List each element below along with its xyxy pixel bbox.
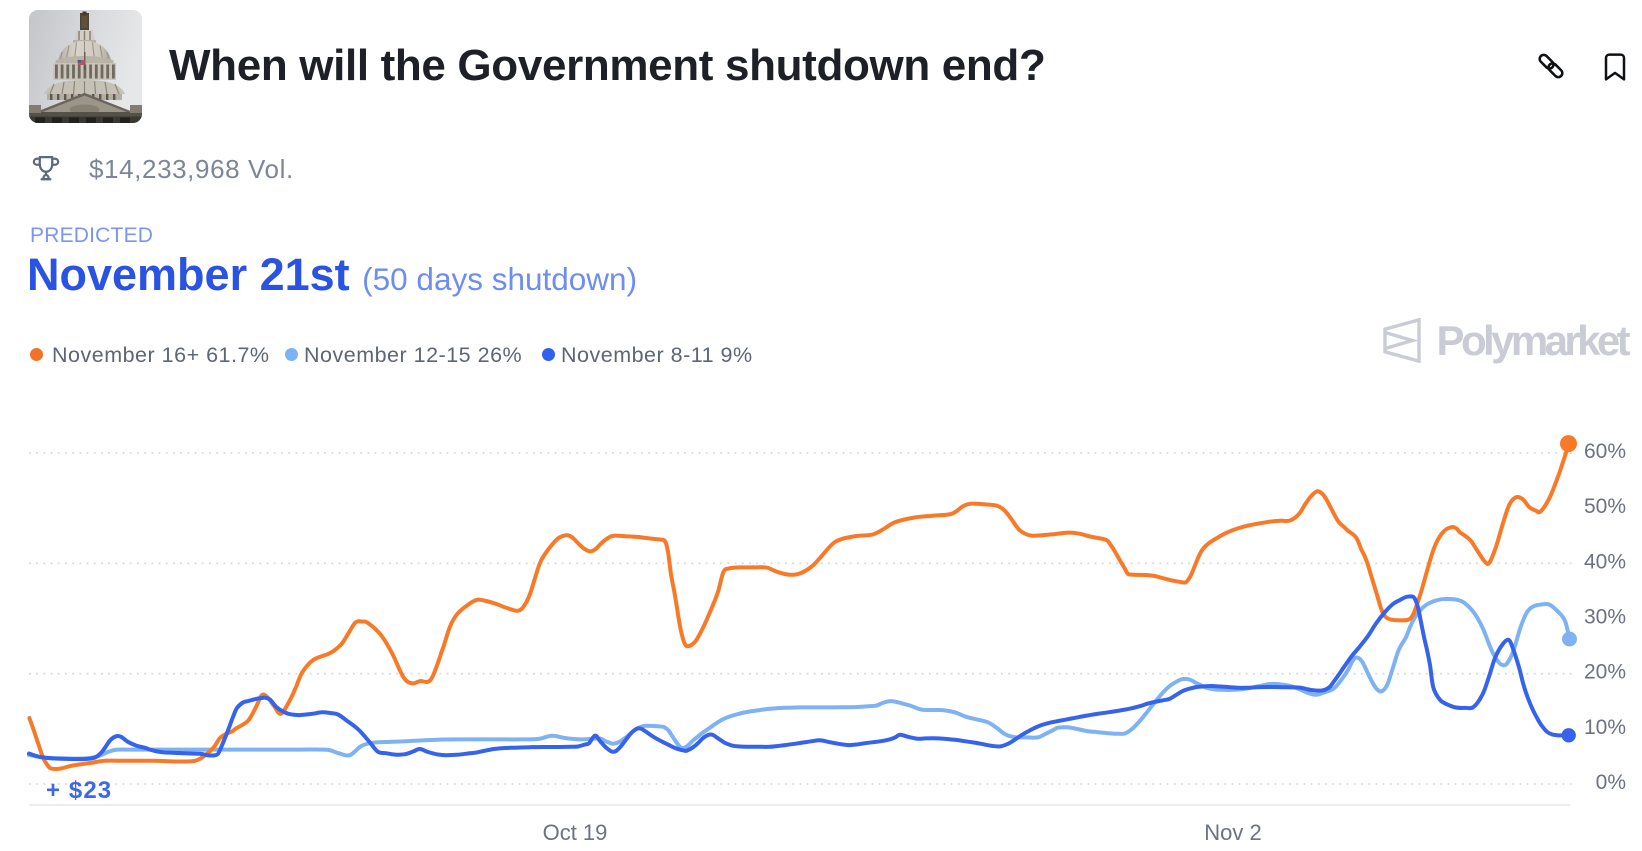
svg-text:Oct 19: Oct 19: [543, 820, 608, 845]
svg-text:10%: 10%: [1584, 716, 1626, 739]
svg-text:60%: 60%: [1584, 440, 1626, 463]
svg-text:0%: 0%: [1596, 771, 1626, 794]
svg-text:40%: 40%: [1584, 550, 1626, 573]
svg-text:20%: 20%: [1584, 661, 1626, 684]
svg-text:30%: 30%: [1584, 606, 1626, 629]
svg-text:Nov 2: Nov 2: [1204, 820, 1261, 845]
svg-text:50%: 50%: [1584, 495, 1626, 518]
